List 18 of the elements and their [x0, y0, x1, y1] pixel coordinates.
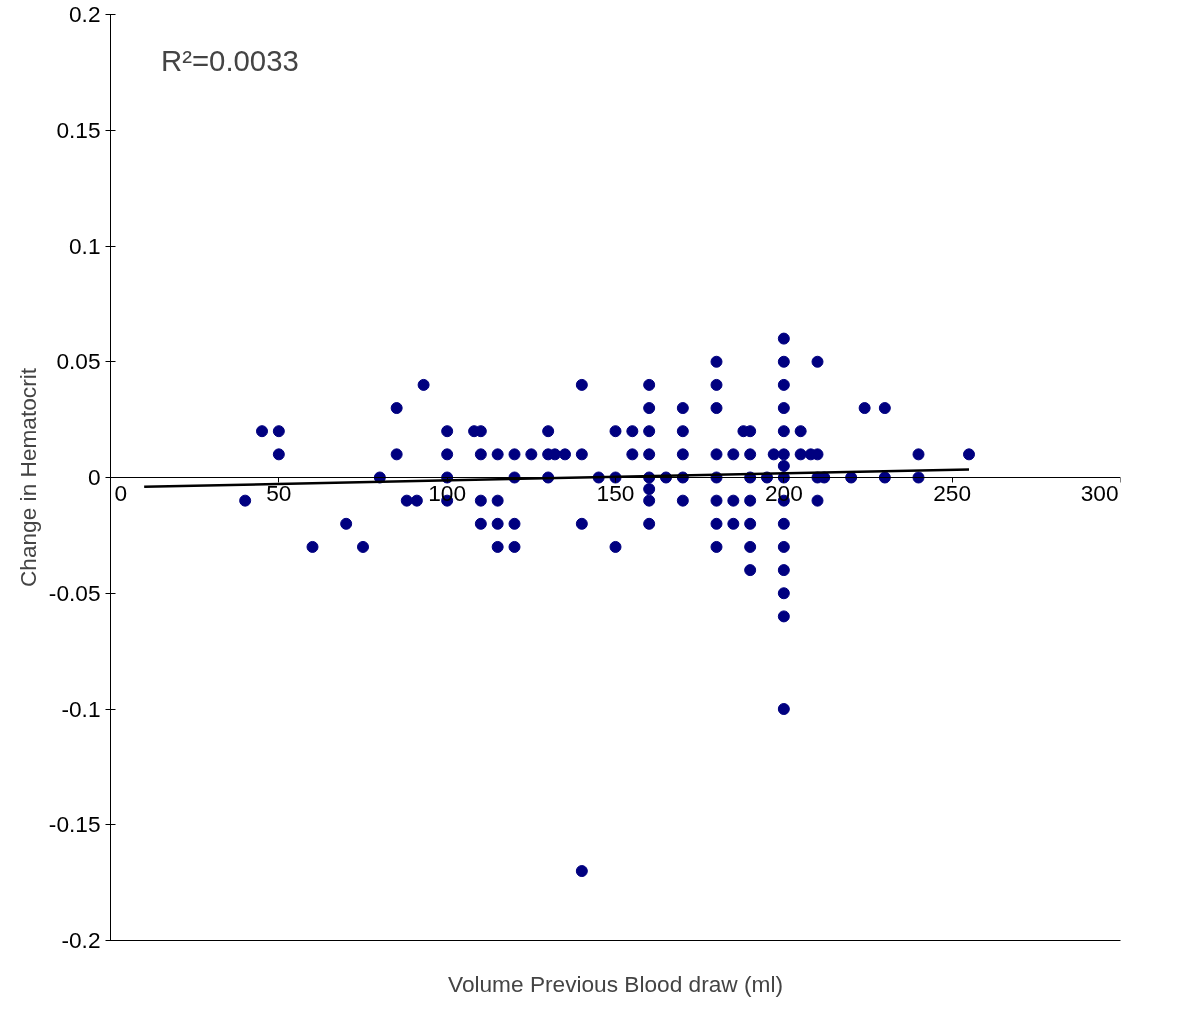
- x-tick-label: 200: [764, 479, 803, 506]
- annotation: R²=0.0033: [161, 44, 299, 78]
- y-tick-label: 0.15: [56, 116, 101, 143]
- x-tick-label: 150: [596, 479, 635, 506]
- y-tick-label: -0.1: [61, 695, 101, 722]
- y-tick-label: -0.05: [48, 579, 101, 606]
- x-tick-label: 50: [266, 479, 292, 506]
- y-tick-label: 0.1: [69, 232, 101, 259]
- x-tick-label: 300: [1080, 479, 1119, 506]
- x-tick-label: 100: [428, 479, 467, 506]
- y-tick-label: -0.15: [48, 811, 101, 838]
- y-tick-label: -0.2: [61, 927, 101, 953]
- x-axis-title: Volume Previous Blood draw (ml): [448, 970, 783, 997]
- x-tick-label: 0: [114, 479, 128, 506]
- x-tick-label: 250: [933, 479, 972, 506]
- y-tick-label: 0.2: [69, 1, 101, 27]
- y-tick-label: 0.05: [56, 348, 101, 375]
- y-axis-title: Change in Hematocrit: [14, 367, 41, 588]
